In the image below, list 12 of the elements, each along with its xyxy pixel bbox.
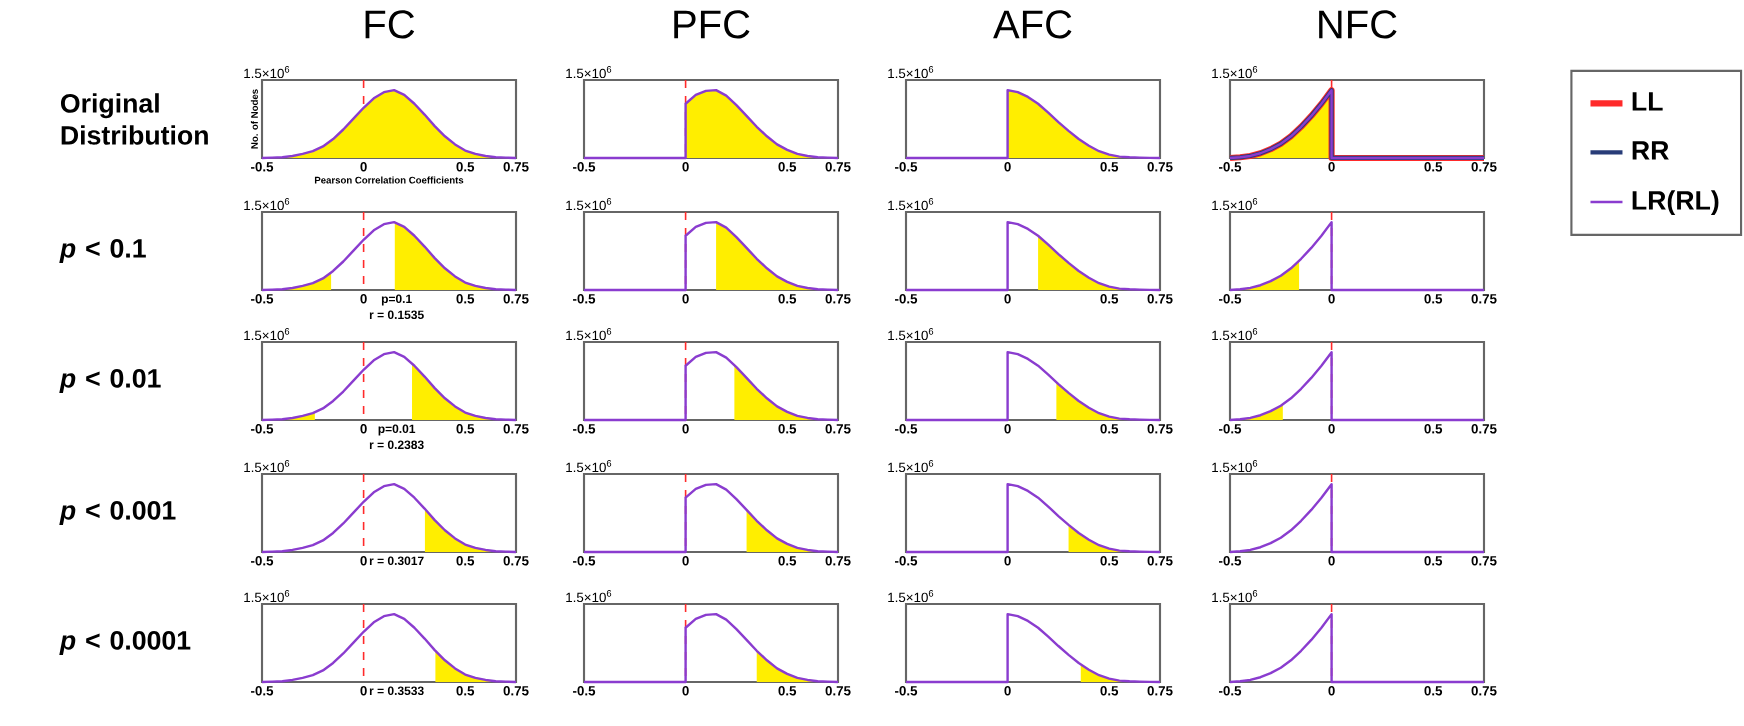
legend-label: RR [1632,141,1669,160]
legend-label: LR(RL) [1632,190,1719,216]
legend-label: LL [1632,92,1663,111]
text: p < 0.1 [59,238,146,264]
chart-title: FC [365,10,415,39]
chart-title: PFC [674,10,750,39]
chart-title: NFC [1319,10,1397,39]
text: p < 0.001 [59,500,176,526]
text: Original Distribution [60,93,208,145]
text: p < 0.01 [59,368,161,394]
text: p < 0.0001 [59,630,191,656]
chart-title: AFC [993,10,1072,39]
